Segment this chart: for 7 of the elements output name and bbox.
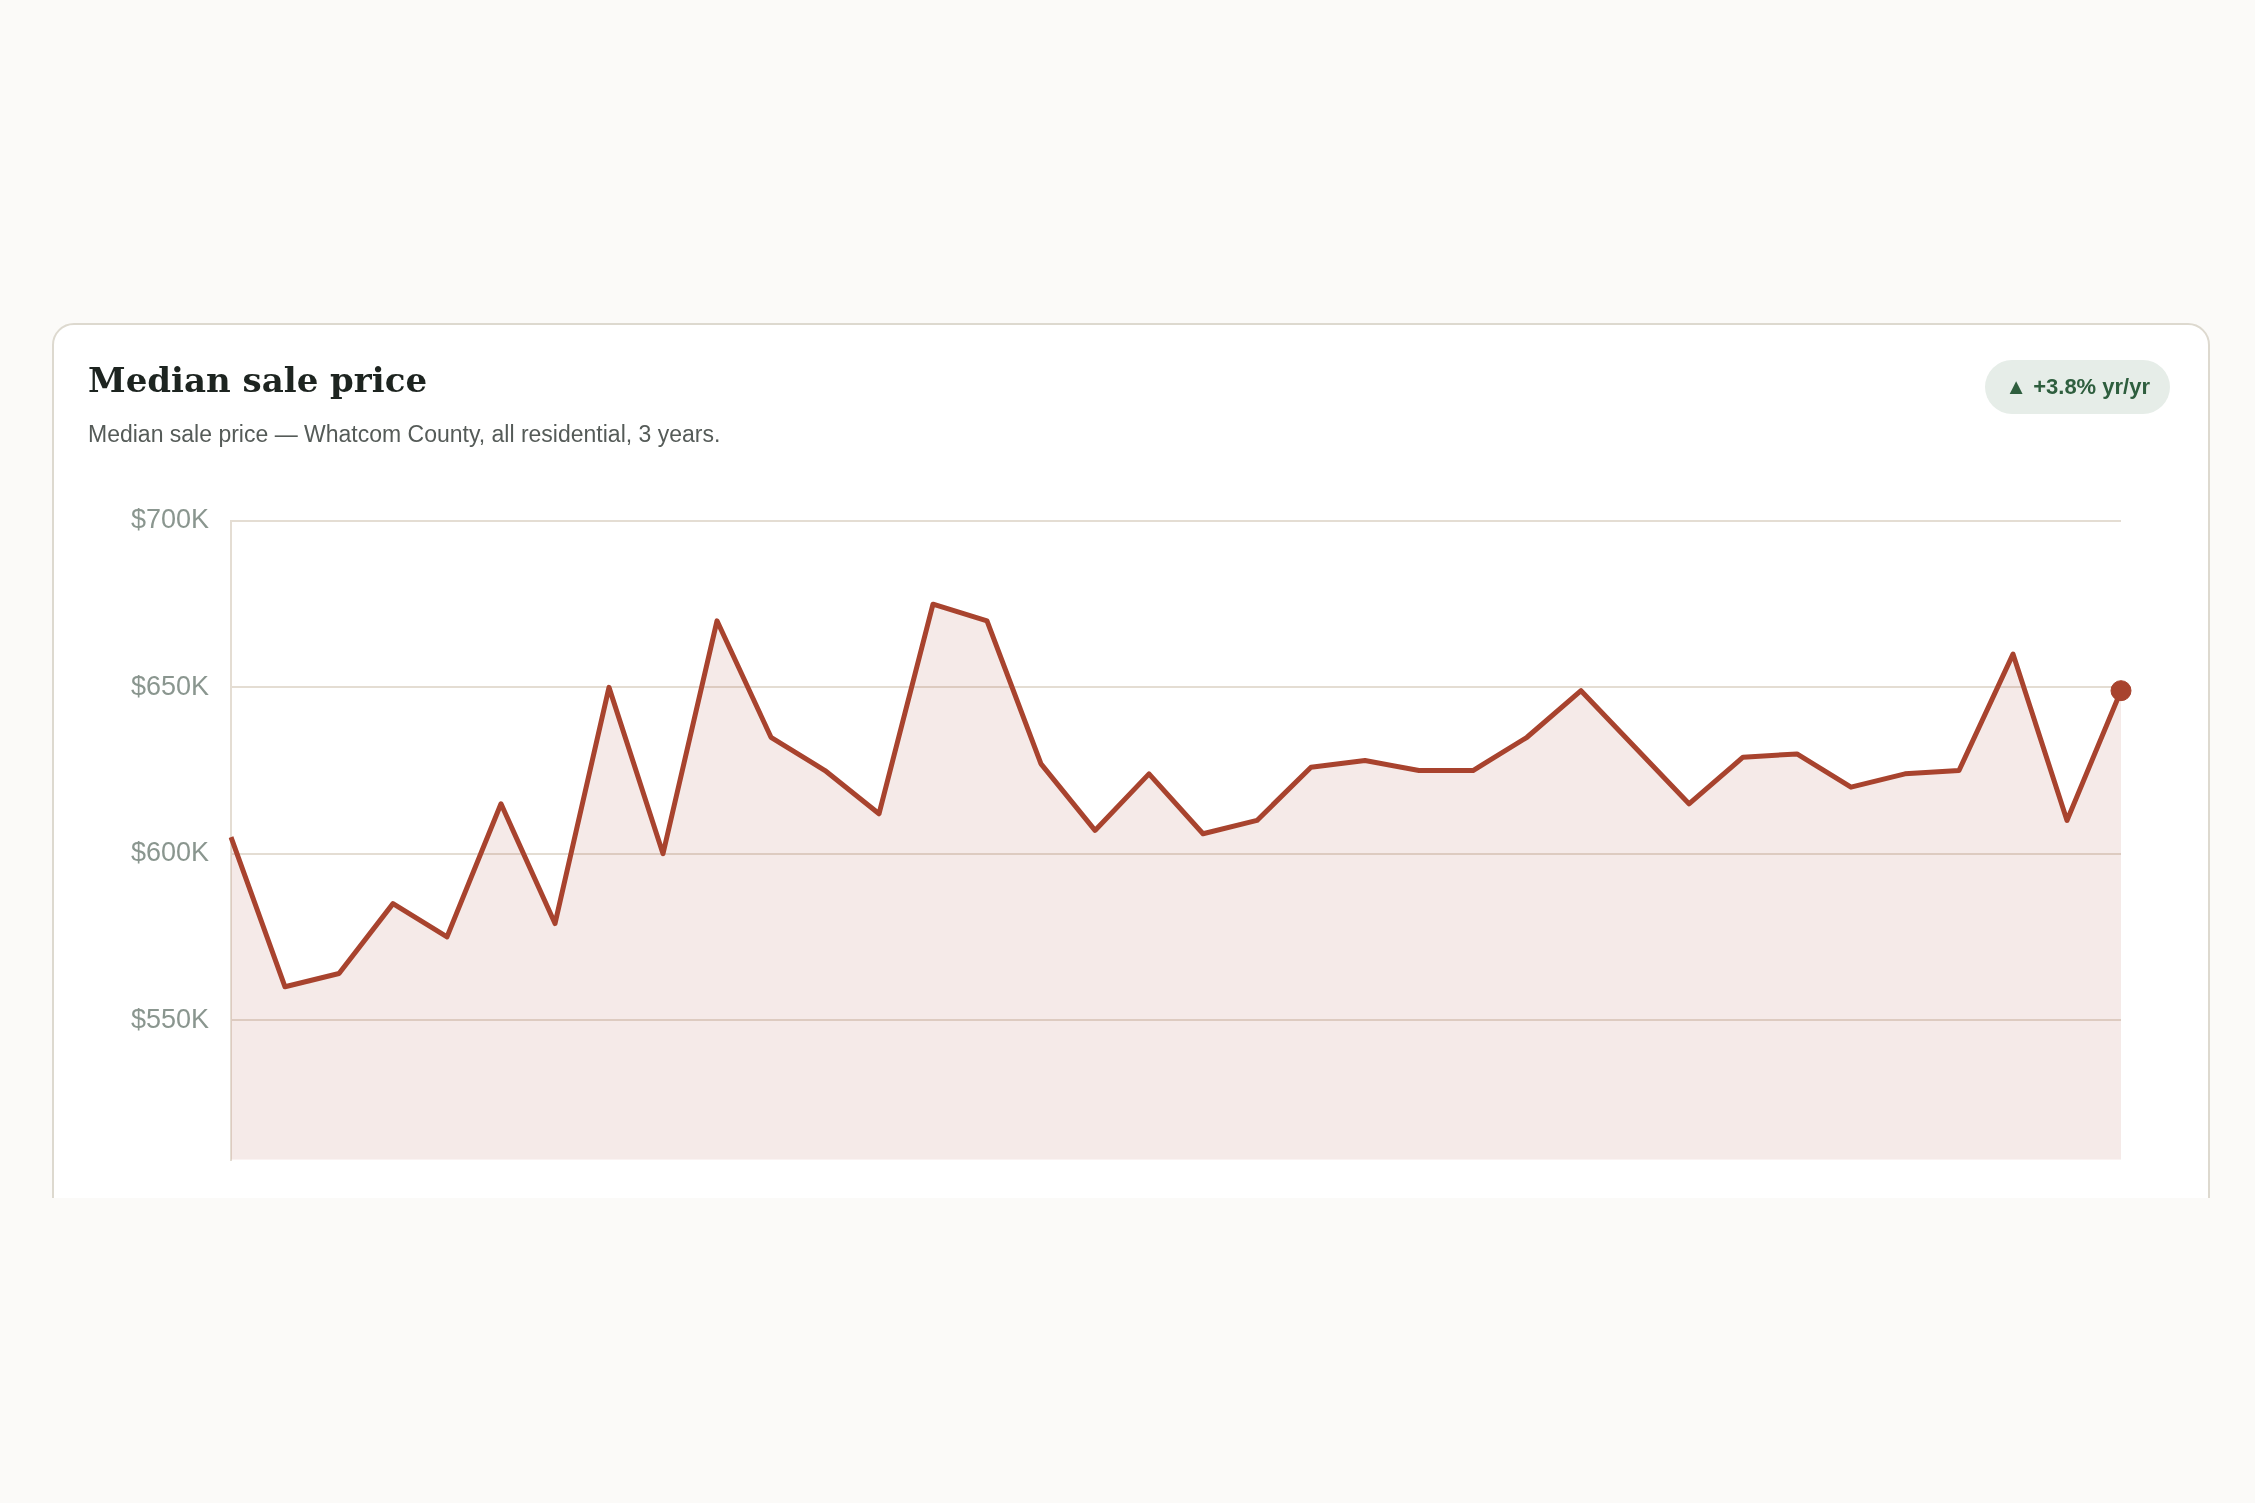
y-tick-label: $700K (130, 504, 209, 535)
chart-title: Median sale price (88, 360, 428, 400)
y-tick-label: $600K (130, 837, 209, 868)
y-tick-label: $650K (130, 670, 209, 701)
text: ▲ +3.8% yr/yr (1985, 360, 2170, 414)
y-tick-label: $550K (130, 1003, 209, 1034)
chart-subtitle: Median sale price — Whatcom County, all residential, 3 years. (88, 421, 721, 448)
